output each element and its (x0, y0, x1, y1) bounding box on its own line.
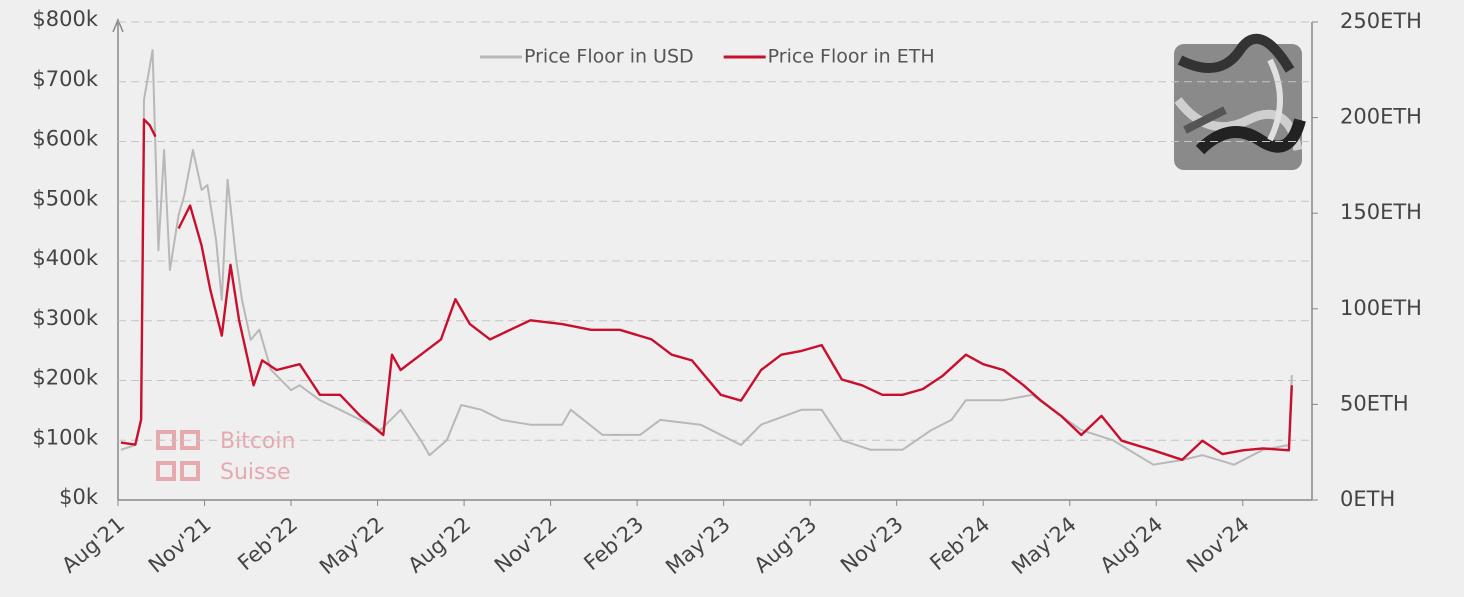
legend-label: Price Floor in ETH (768, 46, 935, 68)
y-tick-label: $600k (32, 127, 98, 151)
watermark-text: Suisse (220, 460, 290, 485)
thumbnail (1174, 33, 1306, 170)
series-line (120, 49, 1293, 466)
series-line (120, 118, 1293, 461)
y2-tick-label: 150ETH (1340, 200, 1422, 224)
y-tick-label: $300k (32, 306, 98, 330)
y2-tick-label: 50ETH (1340, 391, 1409, 415)
y-tick-label: $400k (32, 246, 98, 270)
y-tick-label: $800k (32, 7, 98, 31)
y-tick-label: $700k (32, 67, 98, 91)
y-tick-label: $0k (59, 485, 99, 509)
y-tick-label: $100k (32, 425, 98, 449)
watermark-text: Bitcoin (220, 429, 295, 454)
y2-tick-label: 100ETH (1340, 296, 1422, 320)
y-tick-label: $200k (32, 366, 98, 390)
y2-tick-label: 200ETH (1340, 105, 1422, 129)
y-tick-label: $500k (32, 186, 98, 210)
y2-tick-label: 0ETH (1340, 487, 1395, 511)
y2-tick-label: 250ETH (1340, 9, 1422, 33)
axis-arrow (112, 18, 124, 33)
legend-label: Price Floor in USD (524, 46, 694, 68)
